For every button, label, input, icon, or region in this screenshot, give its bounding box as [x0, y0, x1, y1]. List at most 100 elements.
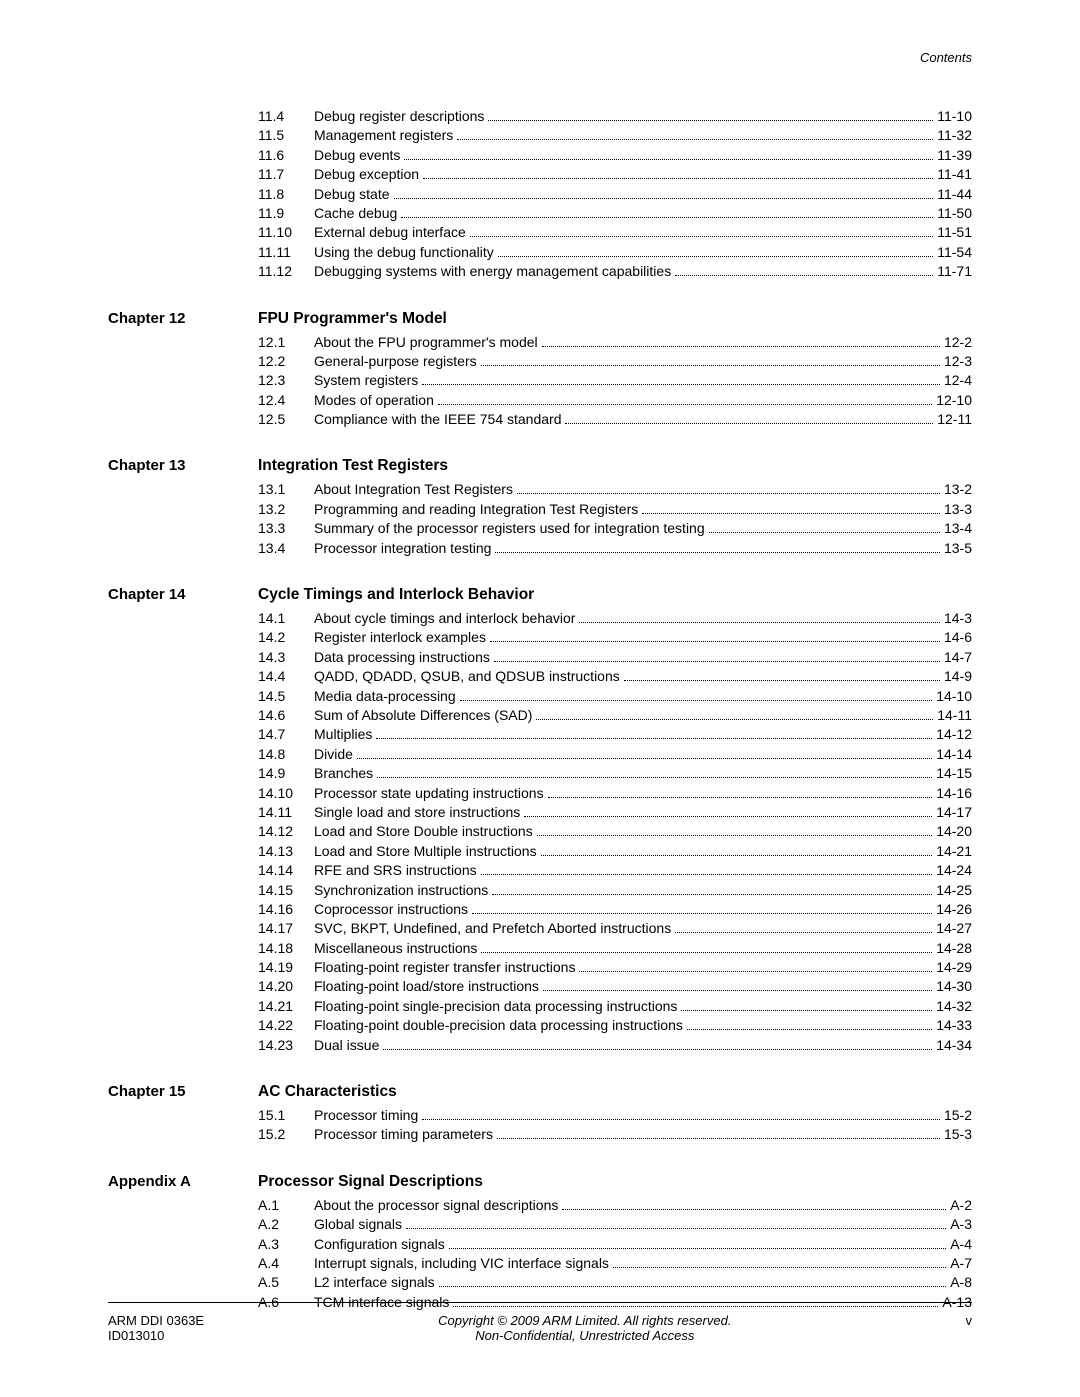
entry-number: 14.21: [258, 997, 314, 1016]
entry-page: 14-7: [944, 648, 972, 667]
leader-dots: [490, 641, 940, 642]
entry-page: 14-20: [936, 822, 972, 841]
toc-entry[interactable]: 11.8Debug state11-44: [258, 185, 972, 204]
toc-entry[interactable]: 14.18Miscellaneous instructions14-28: [258, 939, 972, 958]
toc-entry[interactable]: 13.3Summary of the processor registers u…: [258, 519, 972, 538]
toc-entry[interactable]: 14.20Floating-point load/store instructi…: [258, 977, 972, 996]
toc-entry[interactable]: 11.11Using the debug functionality11-54: [258, 243, 972, 262]
entry-page: 11-10: [937, 107, 972, 126]
entry-title: Modes of operation: [314, 391, 434, 410]
toc-entry[interactable]: 12.1About the FPU programmer's model12-2: [258, 333, 972, 352]
entry-page: 11-51: [937, 223, 972, 242]
footer-classification: Non-Confidential, Unrestricted Access: [204, 1328, 965, 1343]
leader-dots: [579, 622, 940, 623]
chapter-label: Chapter 15: [108, 1083, 258, 1145]
toc-entry[interactable]: 14.13Load and Store Multiple instruction…: [258, 842, 972, 861]
toc-entry[interactable]: 14.4QADD, QDADD, QSUB, and QDSUB instruc…: [258, 667, 972, 686]
section-title: AC Characteristics: [258, 1083, 972, 1101]
leader-dots: [624, 680, 940, 681]
toc-entry[interactable]: 11.5Management registers 11-32: [258, 126, 972, 145]
toc-entry[interactable]: 15.2Processor timing parameters15-3: [258, 1125, 972, 1144]
toc-entry[interactable]: 12.5Compliance with the IEEE 754 standar…: [258, 410, 972, 429]
leader-dots: [579, 971, 932, 972]
entry-page: 11-32: [937, 126, 972, 145]
toc-entry[interactable]: 14.16Coprocessor instructions14-26: [258, 900, 972, 919]
toc-entry[interactable]: A.3Configuration signalsA-4: [258, 1235, 972, 1254]
toc-entry[interactable]: 15.1Processor timing15-2: [258, 1106, 972, 1125]
toc-entry[interactable]: 11.9Cache debug11-50: [258, 204, 972, 223]
toc-entry[interactable]: 13.1About Integration Test Registers13-2: [258, 480, 972, 499]
leader-dots: [481, 952, 932, 953]
entry-title: L2 interface signals: [314, 1273, 435, 1292]
toc-entry[interactable]: 14.12Load and Store Double instructions1…: [258, 822, 972, 841]
entry-number: 12.2: [258, 352, 314, 371]
toc-entry[interactable]: 14.5Media data-processing14-10: [258, 687, 972, 706]
toc-entry[interactable]: 14.23Dual issue14-34: [258, 1036, 972, 1055]
entry-title: Configuration signals: [314, 1235, 445, 1254]
toc-entry[interactable]: 14.9Branches14-15: [258, 764, 972, 783]
toc-entry[interactable]: 14.1About cycle timings and interlock be…: [258, 609, 972, 628]
entry-number: 14.2: [258, 628, 314, 647]
toc-entry[interactable]: 12.3System registers12-4: [258, 371, 972, 390]
toc-entry[interactable]: 14.19Floating-point register transfer in…: [258, 958, 972, 977]
toc-entry[interactable]: 11.4Debug register descriptions11-10: [258, 107, 972, 126]
toc-entry[interactable]: 14.2Register interlock examples 14-6: [258, 628, 972, 647]
entry-page: 14-6: [944, 628, 972, 647]
leader-dots: [422, 384, 940, 385]
toc-entry[interactable]: 14.10Processor state updating instructio…: [258, 784, 972, 803]
toc-entry[interactable]: 14.6Sum of Absolute Differences (SAD)14-…: [258, 706, 972, 725]
entry-title: Media data-processing: [314, 687, 456, 706]
leader-dots: [423, 178, 933, 179]
entry-number: 14.3: [258, 648, 314, 667]
section-title: Cycle Timings and Interlock Behavior: [258, 586, 972, 604]
toc-entry[interactable]: 11.6Debug events11-39: [258, 146, 972, 165]
toc-entry[interactable]: 14.11Single load and store instructions1…: [258, 803, 972, 822]
leader-dots: [488, 120, 933, 121]
entry-page: 13-5: [944, 539, 972, 558]
entry-title: Interrupt signals, including VIC interfa…: [314, 1254, 609, 1273]
toc-section: Chapter 14Cycle Timings and Interlock Be…: [108, 586, 972, 1055]
toc-entry[interactable]: 11.7Debug exception11-41: [258, 165, 972, 184]
toc-entry[interactable]: 14.17SVC, BKPT, Undefined, and Prefetch …: [258, 919, 972, 938]
toc-entry[interactable]: 14.3Data processing instructions14-7: [258, 648, 972, 667]
entry-number: 11.5: [258, 126, 314, 145]
toc-entry[interactable]: 14.15Synchronization instructions14-25: [258, 881, 972, 900]
entry-title: Floating-point register transfer instruc…: [314, 958, 575, 977]
toc-entry[interactable]: 12.4Modes of operation12-10: [258, 391, 972, 410]
entry-page: 11-54: [937, 243, 972, 262]
toc-entry[interactable]: A.5L2 interface signalsA-8: [258, 1273, 972, 1292]
toc-entry[interactable]: 13.4Processor integration testing13-5: [258, 539, 972, 558]
entry-number: 14.10: [258, 784, 314, 803]
entry-title: Floating-point double-precision data pro…: [314, 1016, 683, 1035]
entry-title: Multiplies: [314, 725, 372, 744]
entry-number: 13.2: [258, 500, 314, 519]
toc-entry[interactable]: 14.21Floating-point single-precision dat…: [258, 997, 972, 1016]
toc-entry[interactable]: A.4Interrupt signals, including VIC inte…: [258, 1254, 972, 1273]
toc-entry[interactable]: 13.2Programming and reading Integration …: [258, 500, 972, 519]
entry-title: Management registers: [314, 126, 453, 145]
entry-title: Register interlock examples: [314, 628, 486, 647]
section-title: FPU Programmer's Model: [258, 310, 972, 328]
toc-entry[interactable]: A.2Global signalsA-3: [258, 1215, 972, 1234]
toc-entry[interactable]: 14.22Floating-point double-precision dat…: [258, 1016, 972, 1035]
toc-entry[interactable]: 11.12Debugging systems with energy manag…: [258, 262, 972, 281]
toc-entry[interactable]: 14.7Multiplies14-12: [258, 725, 972, 744]
toc-entry[interactable]: A.1About the processor signal descriptio…: [258, 1196, 972, 1215]
leader-dots: [460, 700, 933, 701]
toc-entry[interactable]: 14.14RFE and SRS instructions14-24: [258, 861, 972, 880]
leader-dots: [394, 198, 934, 199]
leader-dots: [498, 256, 933, 257]
entry-page: 14-32: [936, 997, 972, 1016]
entry-number: 11.10: [258, 223, 314, 242]
toc-entry[interactable]: 11.10External debug interface11-51: [258, 223, 972, 242]
leader-dots: [357, 758, 932, 759]
entry-number: 12.4: [258, 391, 314, 410]
toc-entry[interactable]: 12.2General-purpose registers12-3: [258, 352, 972, 371]
entry-number: 11.4: [258, 107, 314, 126]
leader-dots: [438, 404, 932, 405]
entry-page: 11-41: [937, 165, 972, 184]
toc-entry[interactable]: 14.8Divide14-14: [258, 745, 972, 764]
leader-dots: [406, 1228, 946, 1229]
leader-dots: [449, 1248, 946, 1249]
entry-page: 14-17: [936, 803, 972, 822]
